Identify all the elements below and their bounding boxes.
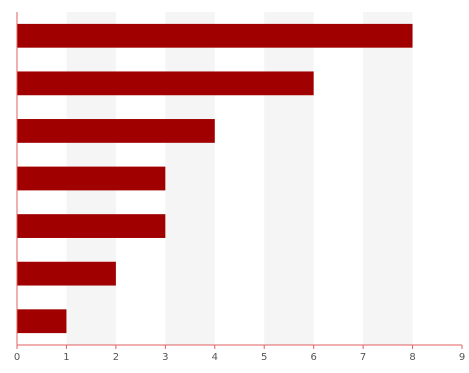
grid-band <box>165 12 215 345</box>
axes <box>16 12 462 346</box>
x-tick-label: 2 <box>113 352 119 363</box>
bar-2 <box>17 71 314 96</box>
bar-6 <box>17 261 116 286</box>
x-tick-label: 3 <box>162 352 168 363</box>
bar-4 <box>17 166 166 191</box>
bar-3 <box>17 119 215 143</box>
x-tick-label: 4 <box>212 352 218 363</box>
x-tick-label: 5 <box>261 352 267 363</box>
grid-band <box>264 12 314 345</box>
x-tick-label: 0 <box>14 352 20 363</box>
bar-7 <box>17 309 67 334</box>
x-tick-label: 7 <box>360 352 366 363</box>
bars <box>17 23 413 334</box>
bar-5 <box>17 214 166 238</box>
x-tick-label: 6 <box>310 352 316 363</box>
grid-bands <box>66 12 413 345</box>
bar-1 <box>17 23 413 48</box>
grid-band <box>363 12 413 345</box>
x-tick-label: 1 <box>63 352 69 363</box>
x-tick-label: 9 <box>459 352 465 363</box>
x-axis-ticks: 0 1 2 3 4 5 6 7 8 9 <box>14 345 465 363</box>
x-tick-label: 8 <box>409 352 415 363</box>
